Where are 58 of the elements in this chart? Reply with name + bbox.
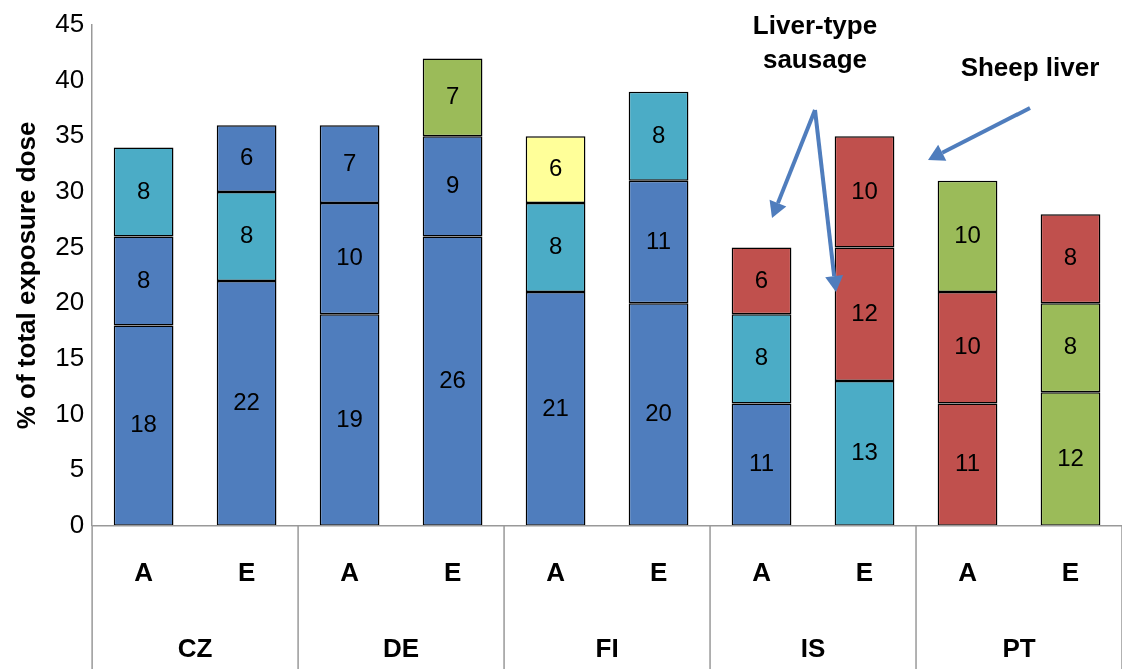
data-label: 11 xyxy=(646,226,672,254)
y-tick-label: 40 xyxy=(55,63,85,94)
data-label: 6 xyxy=(548,154,563,182)
x-tick-label: E xyxy=(649,556,668,587)
x-tick-label: A xyxy=(340,556,360,587)
data-label: 10 xyxy=(954,221,981,249)
y-axis-title: % of total exposure dose xyxy=(10,121,41,430)
x-tick-label: E xyxy=(237,556,256,587)
data-label: 26 xyxy=(439,365,466,393)
data-label: 10 xyxy=(954,332,981,360)
data-label: 12 xyxy=(851,298,878,326)
data-label: 8 xyxy=(548,232,563,260)
data-label: 11 xyxy=(955,449,980,477)
data-label: 6 xyxy=(239,143,254,171)
y-tick-label: 45 xyxy=(55,8,85,39)
x-tick-label: A xyxy=(958,556,978,587)
data-label: 19 xyxy=(336,404,363,432)
data-label: 6 xyxy=(754,265,769,293)
text: IS xyxy=(800,633,826,664)
y-tick-label: 5 xyxy=(69,453,85,484)
x-tick-label: E xyxy=(1061,556,1080,587)
data-label: 18 xyxy=(130,410,157,438)
y-tick-label: 30 xyxy=(55,175,85,206)
data-label: 20 xyxy=(645,399,672,427)
data-label: 10 xyxy=(336,243,363,271)
data-label: 13 xyxy=(851,438,878,466)
data-label: 8 xyxy=(239,221,254,249)
data-label: 8 xyxy=(136,176,151,204)
data-label: 7 xyxy=(342,148,357,176)
x-tick-label: E xyxy=(443,556,462,587)
data-label: 22 xyxy=(233,388,260,416)
data-label: 11 xyxy=(749,449,774,477)
y-tick-label: 25 xyxy=(55,230,85,261)
x-tick-label: E xyxy=(855,556,874,587)
data-label: 12 xyxy=(1057,443,1084,471)
data-label: 10 xyxy=(851,176,878,204)
text: CZ xyxy=(177,633,213,664)
x-tick-label: A xyxy=(752,556,772,587)
text: FI xyxy=(595,633,619,664)
data-label: 8 xyxy=(651,120,666,148)
y-tick-label: 20 xyxy=(55,286,85,317)
data-label: 8 xyxy=(1063,332,1078,360)
data-label: 21 xyxy=(542,393,569,421)
data-label: 8 xyxy=(754,343,769,371)
x-tick-label: A xyxy=(134,556,154,587)
text: DE xyxy=(383,633,420,664)
data-label: 8 xyxy=(136,265,151,293)
y-tick-label: 10 xyxy=(55,397,85,428)
y-tick-label: 0 xyxy=(69,508,85,539)
text: PT xyxy=(1002,633,1036,664)
y-tick-label: 15 xyxy=(55,342,85,373)
data-label: 7 xyxy=(445,81,460,109)
annotation: Sheep liver xyxy=(959,51,1101,84)
data-label: 9 xyxy=(445,170,460,198)
data-label: 8 xyxy=(1063,243,1078,271)
x-tick-label: A xyxy=(546,556,566,587)
y-tick-label: 35 xyxy=(55,119,85,150)
annotation: Liver-type sausage xyxy=(751,9,879,76)
